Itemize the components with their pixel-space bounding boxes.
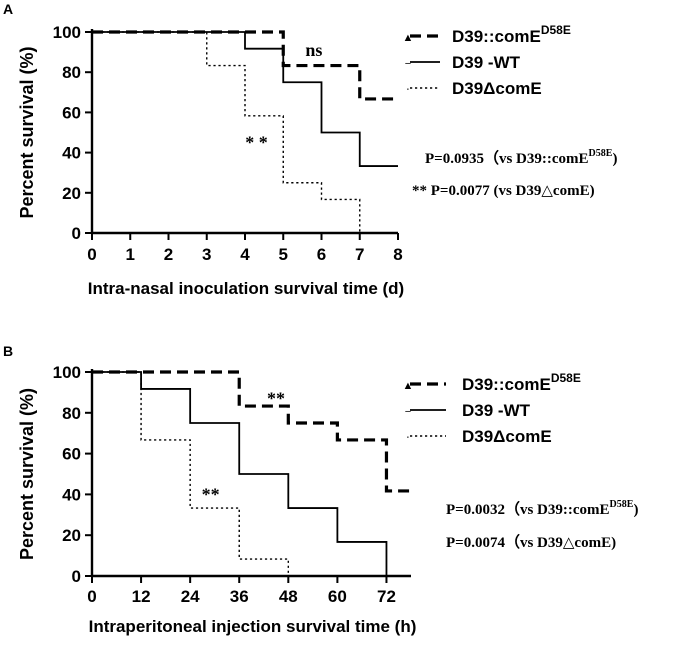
p-value-text: P=0.0935（vs D39::comED58E) (425, 148, 617, 167)
y-tick-label: 60 (62, 103, 81, 122)
x-tick-label: 5 (279, 245, 288, 264)
y-tick-label: 60 (62, 445, 81, 464)
x-tick-label: 24 (181, 587, 200, 606)
y-tick-label: 80 (62, 404, 81, 423)
x-tick-label: 72 (377, 587, 396, 606)
x-axis-title: Intraperitoneal injection survival time … (89, 617, 417, 636)
significance-label: ** (267, 389, 285, 409)
y-axis-title: Percent survival (%) (17, 388, 37, 560)
x-tick-label: 6 (317, 245, 326, 264)
x-tick-label: 4 (240, 245, 250, 264)
p-value-text: P=0.0074（vs D39△comE) (446, 533, 616, 551)
y-tick-label: 40 (62, 144, 81, 163)
significance-label: ** (202, 485, 220, 505)
legend-marker: − (405, 58, 411, 70)
x-tick-label: 3 (202, 245, 211, 264)
legend-label: D39 -WT (462, 401, 531, 420)
x-tick-label: 7 (355, 245, 364, 264)
panel-b: B 0 20 40 60 80 100 0 12 24 36 48 60 72 Percent surviv… (3, 343, 638, 636)
y-tick-label: 40 (62, 485, 81, 504)
x-tick-label: 0 (87, 587, 96, 606)
legend-marker: ▲ (403, 380, 414, 392)
x-axis-title: Intra-nasal inoculation survival time (d… (88, 279, 404, 298)
x-tick-label: 48 (279, 587, 298, 606)
x-tick-label: 60 (328, 587, 347, 606)
series-line-3 (92, 371, 290, 576)
y-tick-label: 100 (53, 23, 81, 42)
legend-marker: ⋅ (406, 432, 410, 444)
legend-label: D39::comED58E (462, 371, 581, 394)
significance-label: * * (245, 133, 268, 153)
x-tick-label: 0 (87, 245, 96, 264)
panel-label: B (3, 343, 13, 359)
series-line-1 (92, 370, 411, 493)
legend-label: D39 -WT (452, 53, 521, 72)
x-tick-label: 12 (132, 587, 151, 606)
legend-label: D39::comED58E (452, 23, 571, 46)
y-tick-label: 0 (72, 224, 81, 243)
legend-marker: ⋅ (406, 84, 410, 96)
y-tick-label: 20 (62, 526, 81, 545)
p-value-text: P=0.0032（vs D39::comED58E) (446, 499, 638, 518)
y-tick-label: 20 (62, 184, 81, 203)
x-tick-label: 1 (126, 245, 135, 264)
legend-marker: ▲ (403, 32, 414, 44)
y-tick-label: 0 (72, 567, 81, 586)
panel-a: A 0 20 40 60 80 100 0 1 2 3 4 5 6 7 8 Percent survival (… (3, 1, 617, 298)
y-tick-label: 100 (53, 363, 81, 382)
p-value-text: ** P=0.0077 (vs D39△comE) (412, 183, 595, 199)
x-tick-label: 8 (393, 245, 402, 264)
panel-label: A (3, 1, 13, 17)
y-axis-title: Percent survival (%) (17, 46, 37, 218)
legend-label: D39ΔcomE (452, 79, 542, 98)
legend-label: D39ΔcomE (462, 427, 552, 446)
series-line-1 (92, 30, 398, 101)
significance-label: ns (305, 40, 322, 60)
x-tick-label: 2 (164, 245, 173, 264)
x-tick-label: 36 (230, 587, 249, 606)
y-tick-label: 80 (62, 63, 81, 82)
series-line-2 (92, 31, 398, 167)
legend-marker: − (405, 406, 411, 418)
series-line-3 (92, 31, 361, 233)
